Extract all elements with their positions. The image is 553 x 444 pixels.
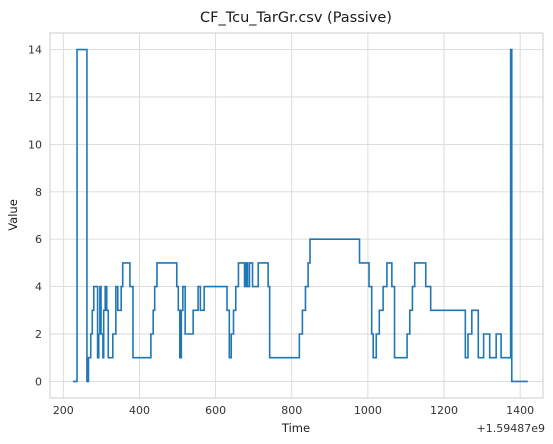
- y-tick-label: 0: [35, 375, 42, 388]
- x-axis-label: Time: [281, 421, 310, 435]
- x-tick-label: 400: [129, 404, 150, 417]
- x-tick-labels: 200 400 600 800 1000 1200 1400: [53, 404, 534, 417]
- x-tick-label: 1200: [430, 404, 458, 417]
- y-tick-label: 6: [35, 233, 42, 246]
- y-axis-label: Value: [6, 199, 20, 231]
- x-tick-label: 200: [53, 404, 74, 417]
- y-tick-label: 4: [35, 281, 42, 294]
- x-tick-label: 600: [205, 404, 226, 417]
- y-tick-label: 12: [28, 91, 42, 104]
- y-tick-label: 2: [35, 328, 42, 341]
- chart-title: CF_Tcu_TarGr.csv (Passive): [200, 10, 392, 26]
- x-tick-label: 800: [281, 404, 302, 417]
- y-tick-label: 8: [35, 186, 42, 199]
- y-tick-labels: 0 2 4 6 8 10 12 14: [28, 44, 42, 389]
- plot-frame: [49, 32, 544, 399]
- x-tick-label: 1000: [354, 404, 382, 417]
- x-tick-label: 1400: [506, 404, 534, 417]
- y-tick-label: 14: [28, 44, 42, 57]
- plot-border: [49, 32, 544, 399]
- series-group: [72, 48, 528, 383]
- grid-lines: [50, 33, 543, 398]
- series-line: [72, 48, 528, 383]
- x-offset-label: +1.59487e9: [477, 422, 545, 435]
- plot-background: [50, 33, 543, 398]
- y-tick-label: 10: [28, 138, 42, 151]
